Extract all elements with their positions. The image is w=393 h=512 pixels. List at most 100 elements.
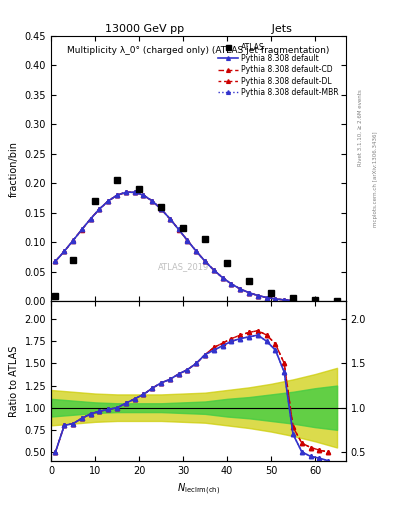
ATLAS [269, 289, 274, 295]
Pythia 8.308 default-DL [247, 290, 252, 296]
Pythia 8.308 default-DL [167, 216, 172, 222]
Pythia 8.308 default [132, 189, 137, 195]
Pythia 8.308 default-DL [132, 189, 137, 196]
Pythia 8.308 default-CD [132, 189, 137, 195]
Pythia 8.308 default-CD [255, 292, 260, 298]
Pythia 8.308 default-MBR [185, 238, 190, 244]
Pythia 8.308 default [291, 297, 296, 304]
ATLAS [335, 298, 340, 304]
Pythia 8.308 default-CD [141, 192, 146, 198]
ATLAS [181, 225, 185, 231]
Pythia 8.308 default-CD [150, 198, 154, 204]
Pythia 8.308 default [273, 296, 278, 302]
Pythia 8.308 default [203, 258, 208, 264]
Pythia 8.308 default-CD [71, 238, 75, 244]
Pythia 8.308 default [194, 248, 198, 254]
Pythia 8.308 default [141, 192, 146, 198]
Text: Multiplicity λ_0° (charged only) (ATLAS jet fragmentation): Multiplicity λ_0° (charged only) (ATLAS … [67, 47, 330, 55]
Pythia 8.308 default-CD [238, 286, 242, 292]
Pythia 8.308 default [115, 192, 119, 198]
Pythia 8.308 default-CD [282, 297, 286, 303]
Pythia 8.308 default-MBR [106, 198, 111, 204]
Pythia 8.308 default [167, 216, 172, 222]
ATLAS [203, 237, 208, 243]
Pythia 8.308 default [62, 248, 67, 254]
ATLAS [115, 177, 119, 183]
Pythia 8.308 default-DL [71, 238, 75, 244]
Pythia 8.308 default-CD [88, 216, 93, 222]
ATLAS [53, 292, 58, 298]
Pythia 8.308 default-CD [79, 226, 84, 232]
Pythia 8.308 default-MBR [264, 294, 269, 301]
Pythia 8.308 default [106, 198, 111, 204]
Pythia 8.308 default [255, 292, 260, 298]
Pythia 8.308 default-CD [176, 226, 181, 232]
ATLAS [313, 297, 318, 303]
Pythia 8.308 default-MBR [71, 238, 75, 244]
Pythia 8.308 default-DL [220, 275, 225, 281]
Pythia 8.308 default [53, 258, 58, 264]
Pythia 8.308 default-DL [150, 198, 154, 204]
Pythia 8.308 default-MBR [167, 216, 172, 222]
Pythia 8.308 default-MBR [238, 286, 242, 292]
Y-axis label: Ratio to ATLAS: Ratio to ATLAS [9, 346, 19, 417]
Pythia 8.308 default-CD [220, 274, 225, 281]
Pythia 8.308 default-DL [159, 206, 163, 212]
ATLAS [247, 278, 252, 284]
Pythia 8.308 default-MBR [255, 292, 260, 298]
Pythia 8.308 default [71, 238, 75, 244]
Pythia 8.308 default-MBR [273, 296, 278, 302]
Pythia 8.308 default-DL [115, 193, 119, 199]
Pythia 8.308 default-DL [123, 189, 128, 196]
Pythia 8.308 default-CD [185, 238, 190, 244]
Line: Pythia 8.308 default-DL: Pythia 8.308 default-DL [53, 190, 295, 303]
Pythia 8.308 default-CD [106, 198, 111, 204]
ATLAS [225, 260, 230, 266]
Pythia 8.308 default-MBR [115, 192, 119, 198]
Pythia 8.308 default-CD [291, 297, 296, 304]
Y-axis label: fraction/bin: fraction/bin [9, 141, 19, 197]
Pythia 8.308 default-MBR [194, 248, 198, 254]
Pythia 8.308 default-DL [194, 248, 198, 254]
Pythia 8.308 default-CD [97, 206, 102, 212]
Pythia 8.308 default-MBR [211, 267, 216, 273]
ATLAS [137, 186, 141, 193]
Pythia 8.308 default [159, 206, 163, 212]
Pythia 8.308 default-CD [247, 290, 252, 296]
Pythia 8.308 default-MBR [220, 274, 225, 281]
Pythia 8.308 default-DL [203, 258, 208, 264]
Pythia 8.308 default-MBR [62, 248, 67, 254]
Pythia 8.308 default-DL [106, 198, 111, 204]
Pythia 8.308 default-DL [79, 226, 84, 232]
Pythia 8.308 default [282, 297, 286, 303]
Pythia 8.308 default-CD [194, 248, 198, 254]
Pythia 8.308 default [176, 226, 181, 232]
Pythia 8.308 default-DL [264, 294, 269, 301]
Pythia 8.308 default-MBR [247, 290, 252, 296]
Line: Pythia 8.308 default: Pythia 8.308 default [53, 190, 295, 303]
Pythia 8.308 default [97, 206, 102, 212]
Pythia 8.308 default-CD [62, 248, 67, 254]
X-axis label: $N_{\mathrm{leclrm(ch)}}$: $N_{\mathrm{leclrm(ch)}}$ [177, 481, 220, 497]
Pythia 8.308 default-MBR [79, 226, 84, 232]
Pythia 8.308 default-DL [291, 297, 296, 304]
Legend: ATLAS, Pythia 8.308 default, Pythia 8.308 default-CD, Pythia 8.308 default-DL, P: ATLAS, Pythia 8.308 default, Pythia 8.30… [215, 39, 342, 100]
Pythia 8.308 default-CD [123, 189, 128, 195]
Pythia 8.308 default-CD [211, 267, 216, 273]
Pythia 8.308 default-MBR [291, 297, 296, 304]
Pythia 8.308 default-MBR [88, 216, 93, 222]
Pythia 8.308 default-CD [229, 281, 234, 287]
Pythia 8.308 default-DL [185, 238, 190, 244]
Pythia 8.308 default-DL [53, 258, 58, 264]
Pythia 8.308 default-DL [141, 193, 146, 199]
Text: Rivet 3.1.10, ≥ 2.6M events: Rivet 3.1.10, ≥ 2.6M events [358, 90, 363, 166]
Title: 13000 GeV pp                         Jets: 13000 GeV pp Jets [105, 24, 292, 34]
Pythia 8.308 default-DL [176, 226, 181, 232]
Pythia 8.308 default [238, 286, 242, 292]
Line: Pythia 8.308 default-MBR: Pythia 8.308 default-MBR [53, 190, 295, 303]
Pythia 8.308 default [88, 216, 93, 222]
Pythia 8.308 default-DL [255, 292, 260, 298]
ATLAS [159, 204, 163, 210]
Pythia 8.308 default-DL [211, 267, 216, 273]
Text: mcplots.cern.ch [arXiv:1306.3436]: mcplots.cern.ch [arXiv:1306.3436] [373, 132, 378, 227]
